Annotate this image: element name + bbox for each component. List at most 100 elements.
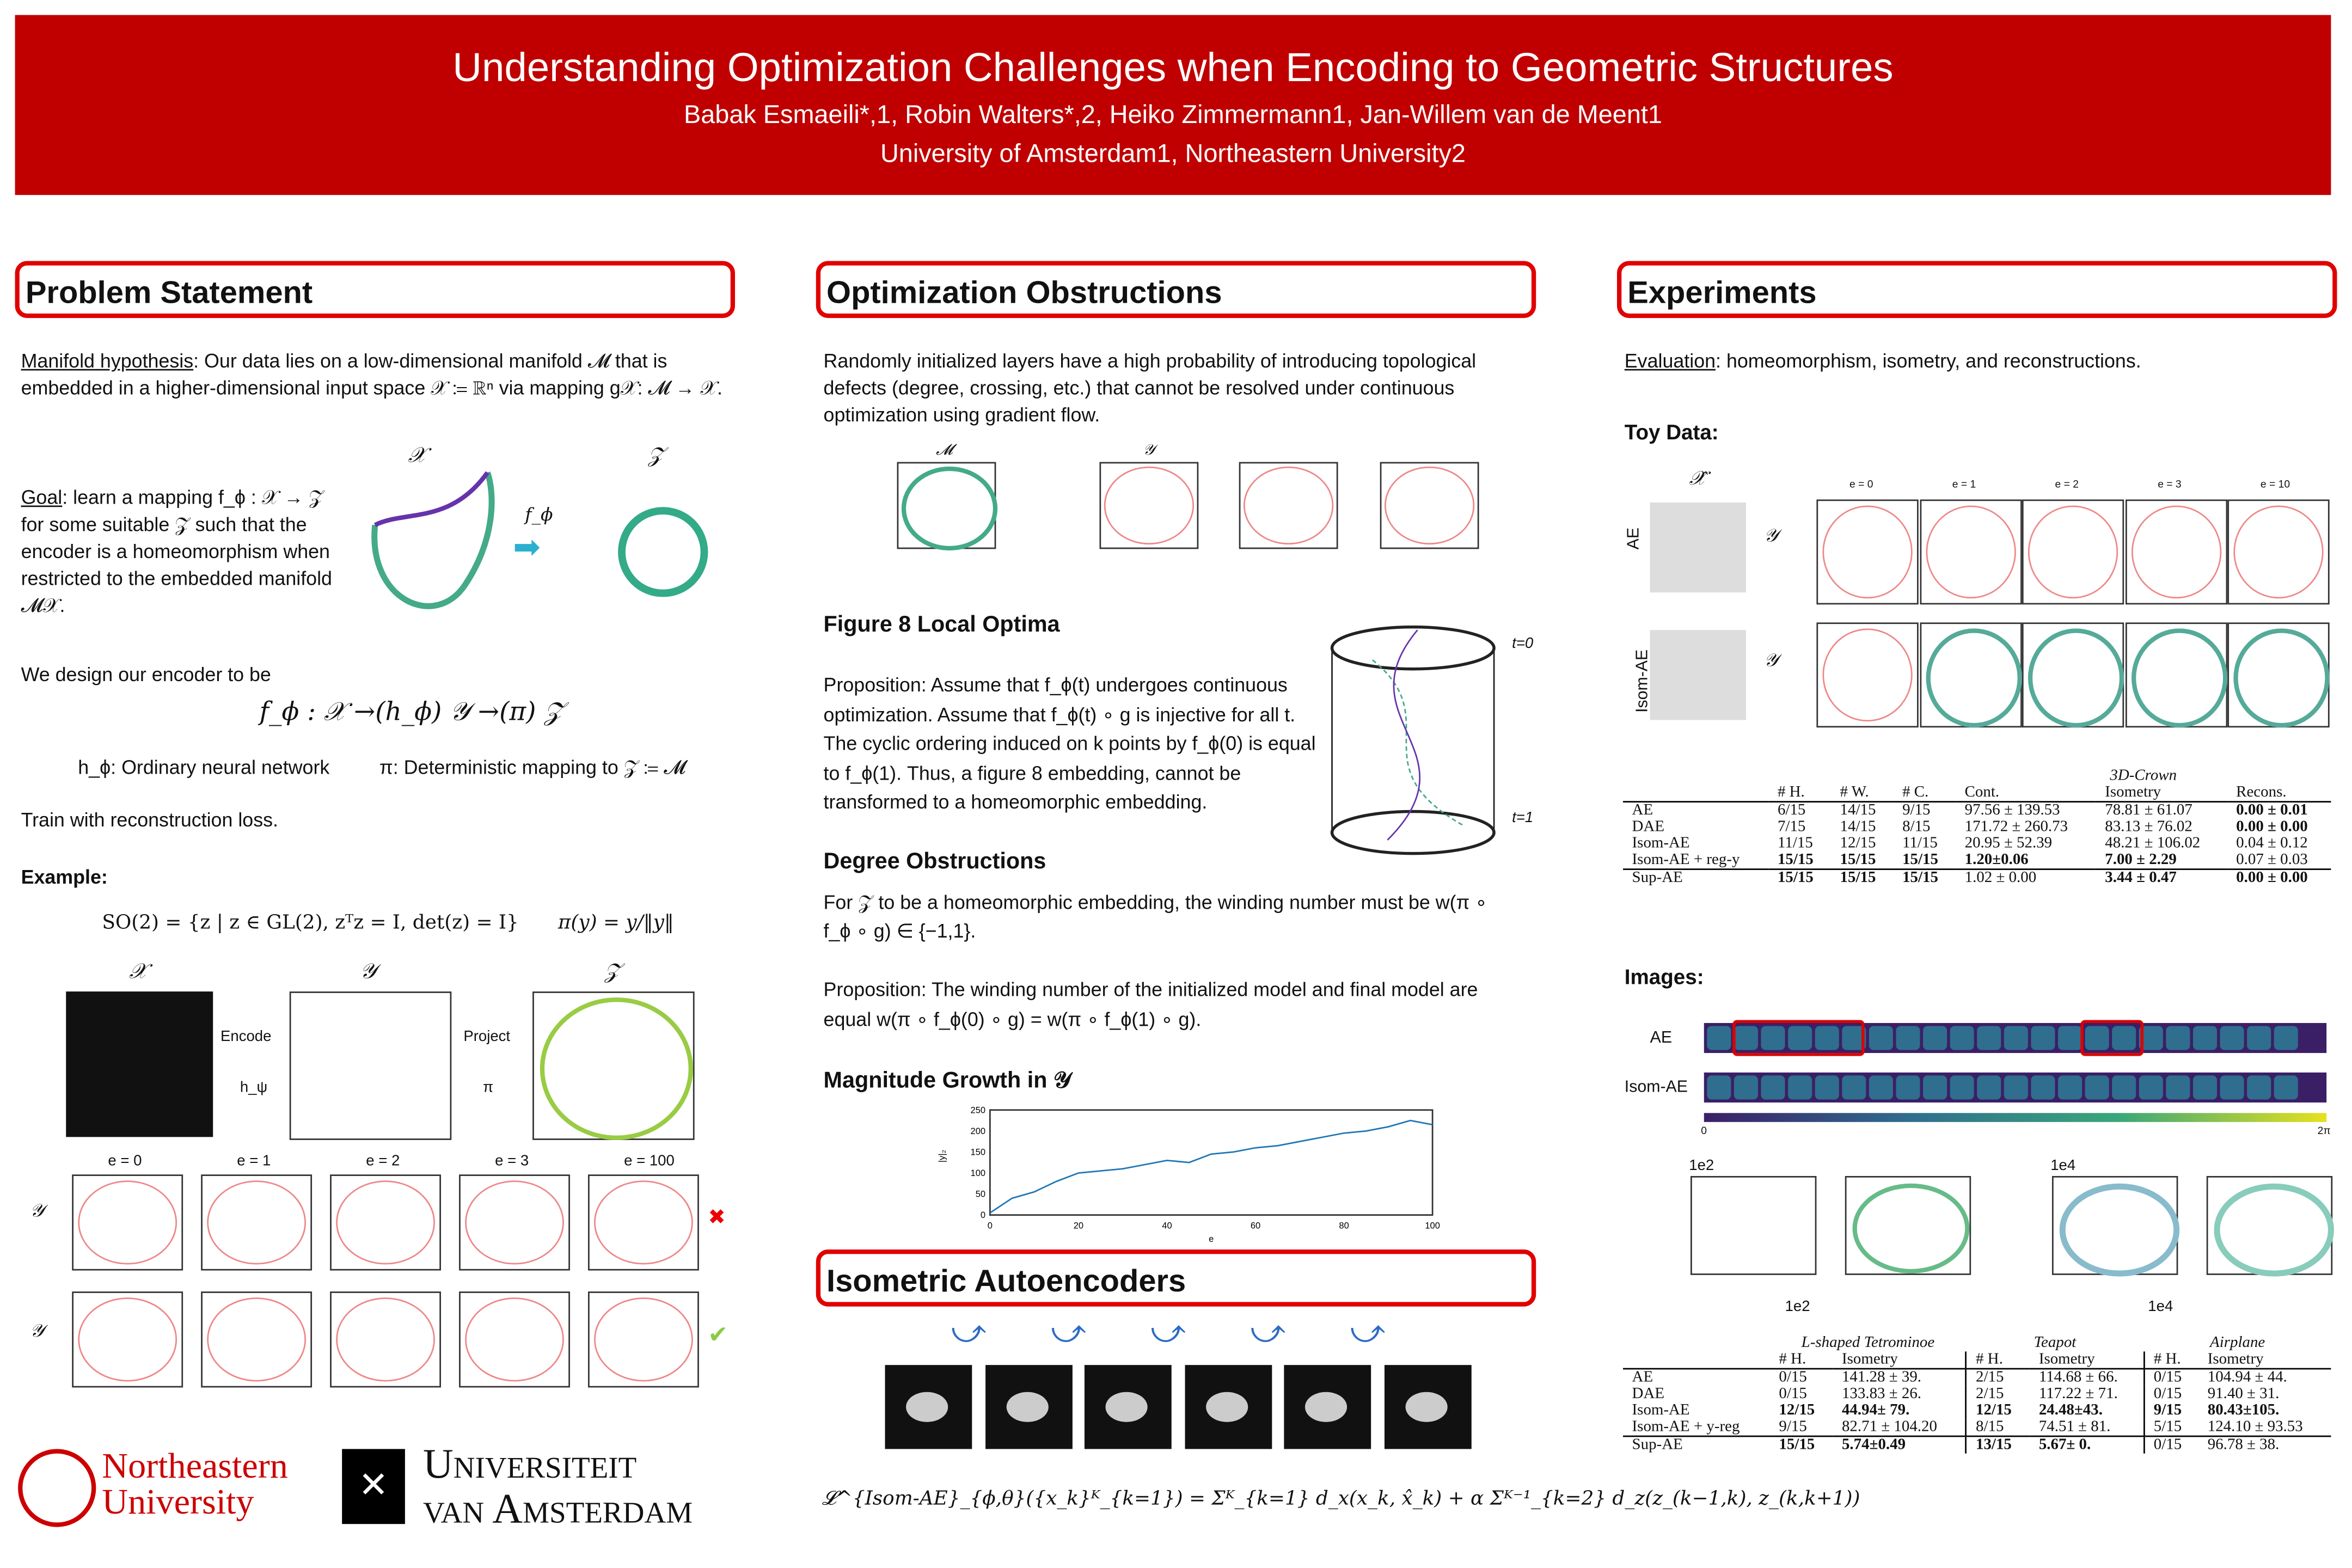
pi-description: π: Deterministic mapping to 𝒵 ≔ 𝓜 [379, 756, 686, 779]
table-cell: 12/15 [1779, 1402, 1815, 1419]
table-cell: Isom-AE + reg-y [1632, 852, 1740, 869]
table-cell: # H. [1777, 784, 1805, 801]
uva-line1: Universiteit [422, 1441, 637, 1489]
table-cell: 8/15 [1902, 819, 1931, 836]
toy-plot [1919, 622, 2022, 728]
epoch-label: e = 0 [108, 1153, 142, 1170]
toy-epoch-label: e = 1 [1952, 480, 1976, 491]
epoch-plot [459, 1174, 570, 1271]
unit-circle [594, 1180, 693, 1265]
unit-circle [465, 1180, 564, 1265]
figure8-heading: Figure 8 Local Optima [823, 612, 1060, 638]
rotation-image [2166, 1075, 2190, 1100]
images-row-ae: AE [1650, 1028, 1673, 1048]
unit-circle [207, 1180, 307, 1265]
table-cell: 5.67± 0. [2030, 1435, 2144, 1454]
rotation-image [1950, 1026, 1974, 1050]
rotation-image [2112, 1026, 2136, 1050]
teapot-image [1184, 1365, 1271, 1449]
toy-plot [1816, 622, 1919, 728]
x-tick-label: 20 [1074, 1220, 1083, 1230]
y-tick-label: 100 [971, 1168, 986, 1178]
table-cell: 48.21 ± 106.02 [2105, 835, 2201, 852]
table-header: # H. [1779, 1351, 1806, 1368]
f-phi-label: f_ϕ [525, 504, 553, 525]
encoder-equation: f_ϕ : 𝒳 →(h_ϕ) 𝒴 →(π) 𝒵 [259, 697, 564, 728]
y-plot-2 [1239, 462, 1338, 549]
table-row: Isom-AE 11/15 12/15 11/15 20.95 ± 52.39 48.21… [1623, 836, 2331, 852]
evaluation-label: Evaluation [1624, 349, 1716, 372]
manifold-body: : Our data lies on a low-dimensional man… [21, 349, 722, 399]
table-cell: 5.74±0.49 [1833, 1435, 1967, 1454]
table-header: Isometry [2207, 1351, 2264, 1368]
unit-circle [336, 1180, 435, 1265]
poster-header: Understanding Optimization Challenges wh… [15, 15, 2331, 195]
table-group-row: L-shaped Tetrominoe Teapot Airplane [1623, 1335, 2331, 1351]
toy-plot [2227, 622, 2330, 728]
table-cell [1623, 785, 1768, 802]
rotation-image [1869, 1026, 1893, 1050]
fig-x-label: 𝒳 [408, 444, 426, 468]
z-circle-figure [618, 507, 708, 597]
unit-circle [1925, 628, 2022, 728]
table-cell: 1.20±0.06 [1964, 852, 2029, 869]
table-cell: 11/15 [1777, 835, 1813, 852]
rotation-image [2192, 1026, 2218, 1050]
toy-plot [2022, 499, 2124, 605]
h-psi-label: h_ψ [240, 1080, 268, 1097]
toy-epoch-label: e = 2 [2055, 480, 2079, 491]
table-cell: DAE [1632, 1386, 1665, 1403]
table-cell: 15/15 [1830, 868, 1894, 887]
images-heading: Images: [1624, 964, 1704, 989]
rotation-image [1950, 1075, 1974, 1100]
rotation-image [1923, 1026, 1947, 1050]
rotation-image [1896, 1026, 1920, 1050]
table-cell: 24.48±43. [2038, 1402, 2103, 1419]
table-cell: 9/15 [1779, 1419, 1807, 1436]
table-cell: 114.68 ± 66. [2030, 1368, 2144, 1386]
uva-line2: van Amsterdam [422, 1486, 693, 1533]
highlight-box-2 [2080, 1020, 2144, 1056]
table-cell: 97.56 ± 139.53 [1956, 801, 2096, 819]
rotate-arrow-icon: ⤻ [1050, 1312, 1086, 1350]
plot-frame [989, 1109, 1434, 1216]
epoch-plot [201, 1291, 313, 1388]
table-cell: 15/15 [1768, 868, 1831, 887]
x-tick-label: 80 [1339, 1220, 1349, 1230]
table-row: AE 6/15 14/15 9/15 97.56 ± 139.53 78.81 ± 61.… [1623, 801, 2331, 819]
angle-colorbar [1704, 1113, 2327, 1122]
pi-label: π [483, 1080, 494, 1097]
table-cell: 7.00 ± 2.29 [2105, 852, 2177, 869]
x-tick-label: 40 [1162, 1220, 1172, 1230]
affiliations: University of Amsterdam1, Northeastern U… [880, 139, 1466, 168]
pi-equation: π(y) = y/‖y‖ [558, 912, 674, 935]
teapot-image [885, 1365, 972, 1449]
plot-y-label: 𝒴 [1143, 442, 1155, 460]
table-cell: 0/15 [2143, 1386, 2199, 1403]
h-description: h_ϕ: Ordinary neural network [78, 756, 330, 779]
rotation-image [2057, 1026, 2082, 1050]
table-cell: 0/15 [2143, 1368, 2199, 1386]
epoch-plot [587, 1291, 699, 1388]
epoch-plot [587, 1174, 699, 1271]
toy-epoch-label: e = 10 [2260, 480, 2290, 491]
t0-label: t=0 [1512, 636, 1534, 653]
toy-plot [2227, 499, 2330, 605]
x-tick-label: 100 [1425, 1220, 1440, 1230]
images-results-table: L-shaped Tetrominoe Teapot Airplane # H. Iso… [1623, 1335, 2331, 1454]
table-cell: Cont. [1964, 784, 2000, 801]
table-cell: 12/15 [1965, 1402, 2030, 1419]
table-cell: 0.00 ± 0.01 [2227, 801, 2331, 819]
unit-circle [594, 1297, 693, 1382]
evaluation-body: : homeomorphism, isometry, and reconstru… [1716, 349, 2141, 372]
colorbar-min: 0 [1701, 1126, 1707, 1137]
table-cell: 13/15 [1965, 1435, 2030, 1454]
group-header: Airplane [2210, 1335, 2265, 1352]
table-cell: 15/15 [1902, 852, 1938, 869]
example-heading: Example: [21, 865, 108, 889]
rotation-image [2057, 1075, 2082, 1100]
colorbar-max: 2π [2317, 1126, 2331, 1137]
y-tick-label: 0 [981, 1210, 985, 1220]
table-cell: 171.72 ± 260.73 [1964, 819, 2068, 836]
table-cell: 7/15 [1777, 819, 1806, 836]
